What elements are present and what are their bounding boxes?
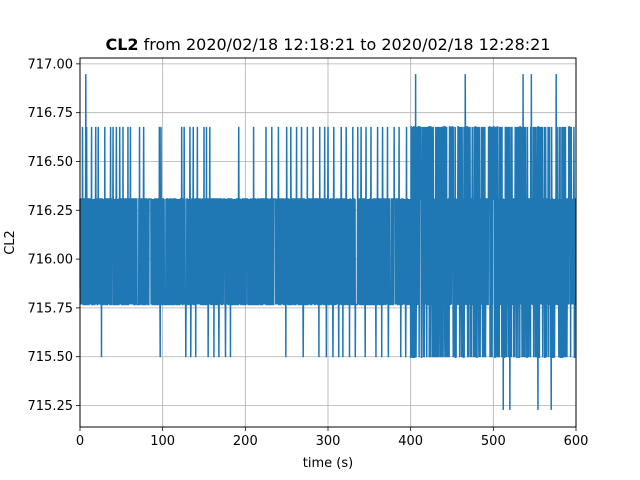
x-tick-label: 300	[316, 434, 341, 449]
x-tick-label: 200	[233, 434, 258, 449]
y-axis-label: CL2	[3, 230, 18, 255]
x-tick-label: 500	[481, 434, 506, 449]
chart-title-rest: from 2020/02/18 12:18:21 to 2020/02/18 1…	[139, 35, 551, 54]
y-tick-label: 715.75	[28, 301, 74, 316]
y-tick-label: 716.25	[28, 204, 74, 219]
chart-title: CL2 from 2020/02/18 12:18:21 to 2020/02/…	[105, 35, 550, 54]
y-tick-label: 716.50	[28, 155, 74, 170]
series-line	[79, 74, 577, 410]
x-tick-label: 100	[150, 434, 175, 449]
y-tick-label: 716.00	[28, 253, 74, 268]
x-tick-label: 0	[76, 434, 84, 449]
plot-area	[79, 74, 577, 410]
x-tick-label: 600	[564, 434, 589, 449]
x-axis-label: time (s)	[303, 456, 353, 471]
y-tick-label: 715.50	[28, 350, 74, 365]
y-tick-label: 715.25	[28, 399, 74, 414]
y-tick-label: 717.00	[28, 57, 74, 72]
y-tick-label: 716.75	[28, 106, 74, 121]
x-tick-label: 400	[398, 434, 423, 449]
ticks: 0 100 200 300 400 500 600 715.25 715.50 715.75 716…	[28, 57, 589, 449]
chart-title-bold: CL2	[105, 35, 138, 54]
